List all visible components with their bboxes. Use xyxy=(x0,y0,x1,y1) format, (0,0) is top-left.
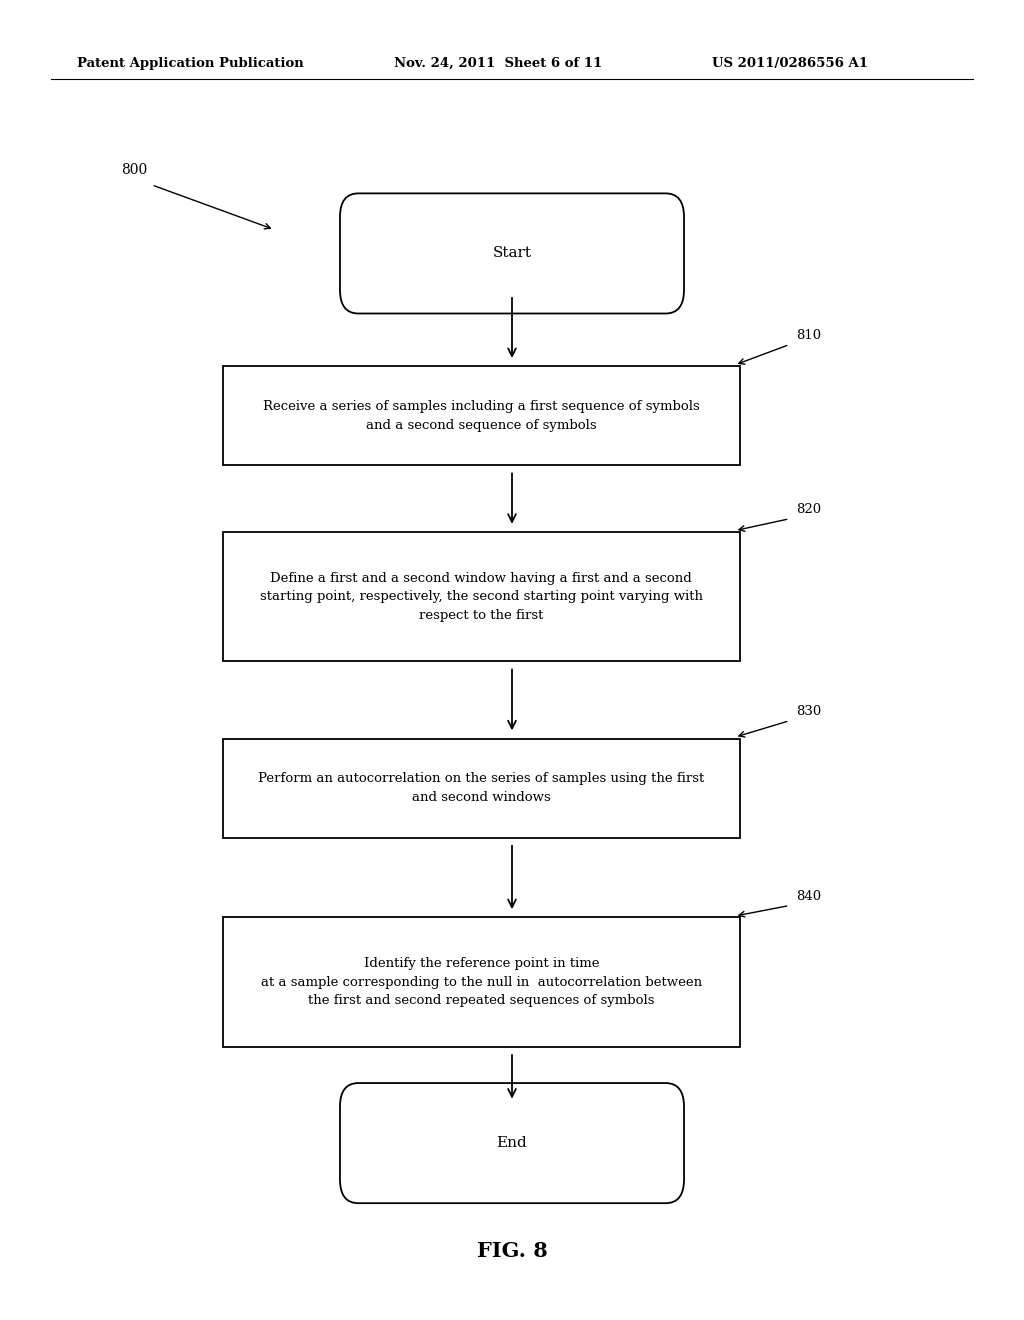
Text: Nov. 24, 2011  Sheet 6 of 11: Nov. 24, 2011 Sheet 6 of 11 xyxy=(394,57,602,70)
FancyBboxPatch shape xyxy=(340,1082,684,1204)
Text: 840: 840 xyxy=(796,890,821,903)
Text: Perform an autocorrelation on the series of samples using the first
and second w: Perform an autocorrelation on the series… xyxy=(258,772,705,804)
Text: Patent Application Publication: Patent Application Publication xyxy=(77,57,303,70)
Bar xyxy=(222,366,739,465)
Text: FIG. 8: FIG. 8 xyxy=(476,1241,548,1262)
Text: 800: 800 xyxy=(121,164,147,177)
Bar xyxy=(222,532,739,661)
Text: Define a first and a second window having a first and a second
starting point, r: Define a first and a second window havin… xyxy=(260,572,702,622)
Bar xyxy=(222,739,739,837)
Text: 830: 830 xyxy=(796,705,821,718)
Bar xyxy=(222,917,739,1047)
Text: 810: 810 xyxy=(796,329,821,342)
Text: Receive a series of samples including a first sequence of symbols
and a second s: Receive a series of samples including a … xyxy=(263,400,699,432)
Text: Start: Start xyxy=(493,247,531,260)
FancyBboxPatch shape xyxy=(340,193,684,313)
Text: 820: 820 xyxy=(796,503,821,516)
Text: End: End xyxy=(497,1137,527,1150)
Text: US 2011/0286556 A1: US 2011/0286556 A1 xyxy=(712,57,867,70)
Text: Identify the reference point in time
at a sample corresponding to the null in  a: Identify the reference point in time at … xyxy=(261,957,701,1007)
